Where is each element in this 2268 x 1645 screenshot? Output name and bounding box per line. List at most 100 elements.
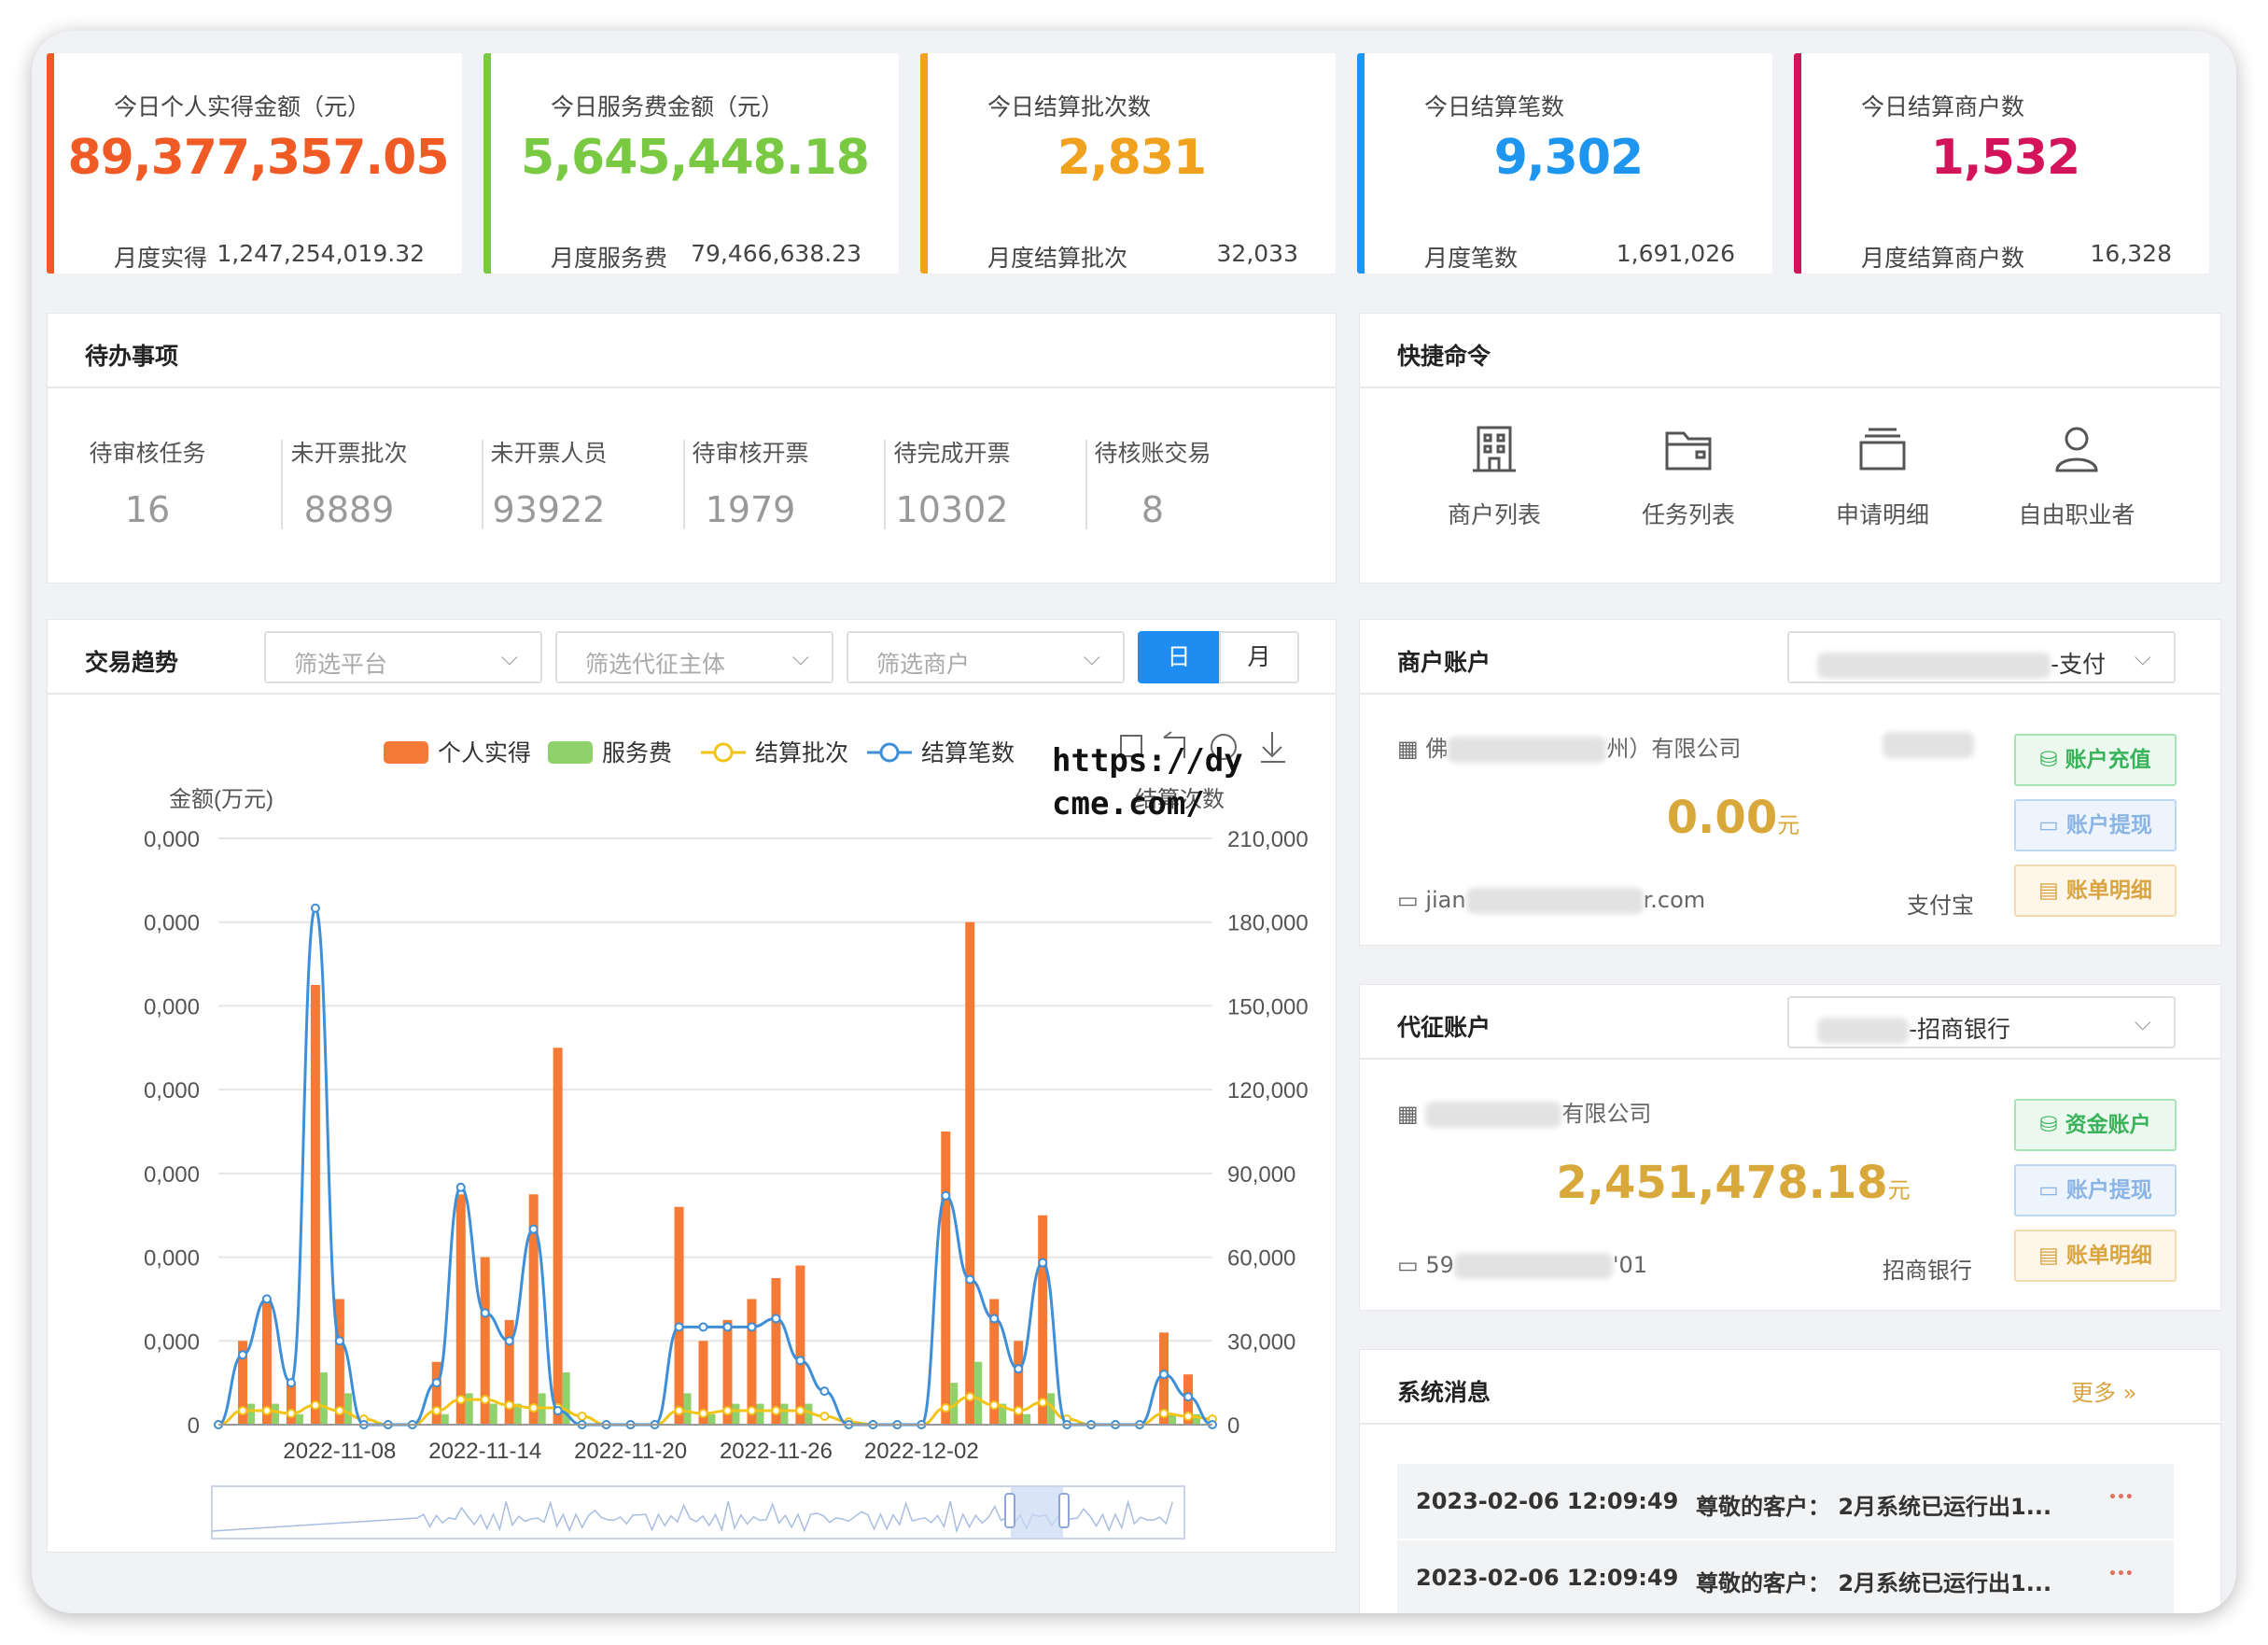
coins-icon: ⛁ [2039,1113,2058,1137]
legend-label: 服务费 [602,740,672,766]
counts-point [455,1182,466,1192]
left-axis-title: 金额(万元) [169,787,273,812]
todo-item[interactable]: 未开票人员 93922 [449,435,649,530]
bar-personal [989,1299,1000,1425]
quick-apply-detail[interactable]: 申请明细 [1789,424,1976,530]
agent-account-select[interactable]: -招商银行 ⌵ [1787,996,2176,1048]
stat-value: 89,377,357.05 [67,130,449,186]
bar-fee [707,1413,716,1425]
legend-swatch [548,741,593,764]
filter-placeholder: 筛选平台 [294,651,388,678]
quick-merchant-list[interactable]: 商户列表 [1401,424,1588,530]
panel-title: 商户账户 [1397,649,1491,676]
right-tick-label: 60,000 [1227,1246,1295,1272]
todo-item[interactable]: 待审核开票 1979 [651,435,850,530]
left-tick-label: 0,000 [144,911,200,936]
day-toggle[interactable]: 日 [1138,631,1220,683]
divider [482,440,483,529]
channel-name: 支付宝 [1907,893,1974,919]
bar-fee [756,1403,764,1425]
stat-value: 5,645,448.18 [521,130,870,186]
datazoom-window [1011,1486,1063,1539]
statement-button[interactable]: ▤ 账单明细 [2014,1230,2177,1282]
bar-personal [455,1194,466,1425]
button-label: 账单明细 [2065,879,2152,903]
batches-point [1159,1409,1169,1419]
batches-point [480,1395,490,1405]
stat-label: 今日结算批次数 [987,93,1152,120]
bar-fee [683,1393,692,1425]
watermark-text: cme.com/ [1052,785,1205,822]
fund-account-button[interactable]: ⛁ 资金账户 [2014,1099,2177,1151]
statement-button[interactable]: ▤ 账单明细 [2014,865,2177,917]
channel-name: 招商银行 [1883,1258,1972,1284]
counts-point [1183,1392,1194,1402]
panel-header: 待办事项 [48,314,1336,388]
todo-item[interactable]: 待完成开票 10302 [852,435,1052,530]
todo-value: 10302 [895,489,1009,530]
quick-label: 商户列表 [1447,501,1541,528]
batches-point [237,1406,247,1416]
card-icon: ▭ [2038,813,2059,837]
bar-fee [732,1403,740,1425]
stat-value: 1,532 [1930,130,2080,186]
todo-label: 待审核任务 [89,440,206,467]
counts-point [674,1322,684,1332]
more-dots-icon[interactable]: ••• [2108,1567,2134,1582]
quick-freelancer[interactable]: 自由职业者 [1983,424,2170,530]
withdraw-button[interactable]: ▭ 账户提现 [2014,1164,2177,1216]
message-row[interactable]: 2023-02-06 12:09:49 尊敬的客户： 2月系统已运行出1... … [1397,1540,2174,1613]
todo-label: 待核账交易 [1094,440,1211,467]
month-toggle[interactable]: 月 [1219,631,1299,683]
panel-header: 交易趋势 筛选平台 ⌵ 筛选代征主体 ⌵ 筛选商户 ⌵ 日 月 [48,620,1336,695]
recharge-button[interactable]: ⛁ 账户充值 [2014,734,2177,786]
todo-item[interactable]: 待审核任务 16 [48,435,247,530]
batches-point [577,1412,587,1422]
counts-point [1159,1370,1169,1380]
bar-fee [295,1413,303,1425]
folder-icon [1665,431,1712,471]
more-dots-icon[interactable]: ••• [2108,1490,2134,1505]
download-icon [1261,732,1285,763]
double-chevron-right-icon: » [2122,1380,2137,1406]
stat-value: 9,302 [1493,130,1644,186]
agent-filter[interactable]: 筛选代征主体 ⌵ [555,631,833,683]
blurred-text [1425,1102,1562,1128]
panel-header: 代征账户 -招商银行 ⌵ [1360,985,2220,1060]
bar-personal [480,1257,490,1425]
stack-icon [1859,428,1906,471]
todo-value: 16 [124,489,171,530]
merchant-filter[interactable]: 筛选商户 ⌵ [847,631,1125,683]
bar-personal [795,1265,805,1425]
message-row[interactable]: 2023-02-06 12:09:49 尊敬的客户： 2月系统已运行出1... … [1397,1464,2174,1539]
batches-point [504,1400,514,1411]
blurred-text [1453,1253,1613,1279]
batches-point [965,1392,975,1402]
todo-item[interactable]: 待核账交易 8 [1053,435,1253,530]
bar-fee [513,1403,522,1425]
company-row: ▦ 有限公司 [1397,1095,1651,1128]
bar-personal [553,1047,563,1425]
merchant-account-select[interactable]: -支付 ⌵ [1787,631,2176,683]
divider [281,440,283,529]
legend-label: 个人实得 [438,740,531,766]
company-name: 州）有限公司 [1606,736,1742,762]
withdraw-button[interactable]: ▭ 账户提现 [2014,799,2177,851]
counts-point [431,1378,441,1388]
platform-filter[interactable]: 筛选平台 ⌵ [264,631,542,683]
bar-personal [286,1383,296,1425]
quick-task-list[interactable]: 任务列表 [1595,424,1782,530]
batches-point [1014,1406,1024,1416]
zoom-icon [1120,735,1142,757]
batches-point [819,1412,830,1422]
more-link[interactable]: 更多 » [2071,1374,2136,1407]
datazoom-track [211,1485,1185,1540]
left-tick-label: 0,000 [144,994,200,1019]
counts-point [237,1350,247,1360]
bar-fee [465,1393,473,1425]
todo-item[interactable]: 未开票批次 8889 [249,435,449,530]
bar-fee [562,1371,570,1425]
bar-personal [965,921,975,1425]
batches-point [1038,1398,1048,1408]
quick-label: 任务列表 [1641,501,1735,528]
